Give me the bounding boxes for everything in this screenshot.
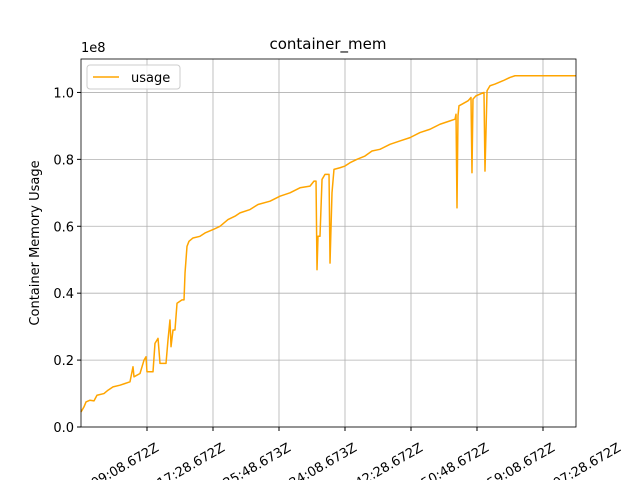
- plot-frame: [80, 58, 577, 428]
- y-axis-label: Container Memory Usage: [28, 160, 43, 325]
- legend-box: [86, 64, 181, 90]
- y-tick-label: 0.2: [53, 354, 74, 369]
- offset-label: 1e8: [81, 41, 106, 56]
- y-tick-label: 0.8: [53, 153, 74, 168]
- y-tick-label: 1.0: [53, 86, 74, 101]
- y-tick-label: 0.6: [53, 220, 74, 235]
- y-tick-label: 0.4: [53, 287, 74, 302]
- y-tick-label: 0.0: [53, 421, 74, 436]
- data-line: [80, 74, 576, 413]
- chart-title: container_mem: [269, 35, 386, 54]
- legend-label: usage: [131, 71, 170, 86]
